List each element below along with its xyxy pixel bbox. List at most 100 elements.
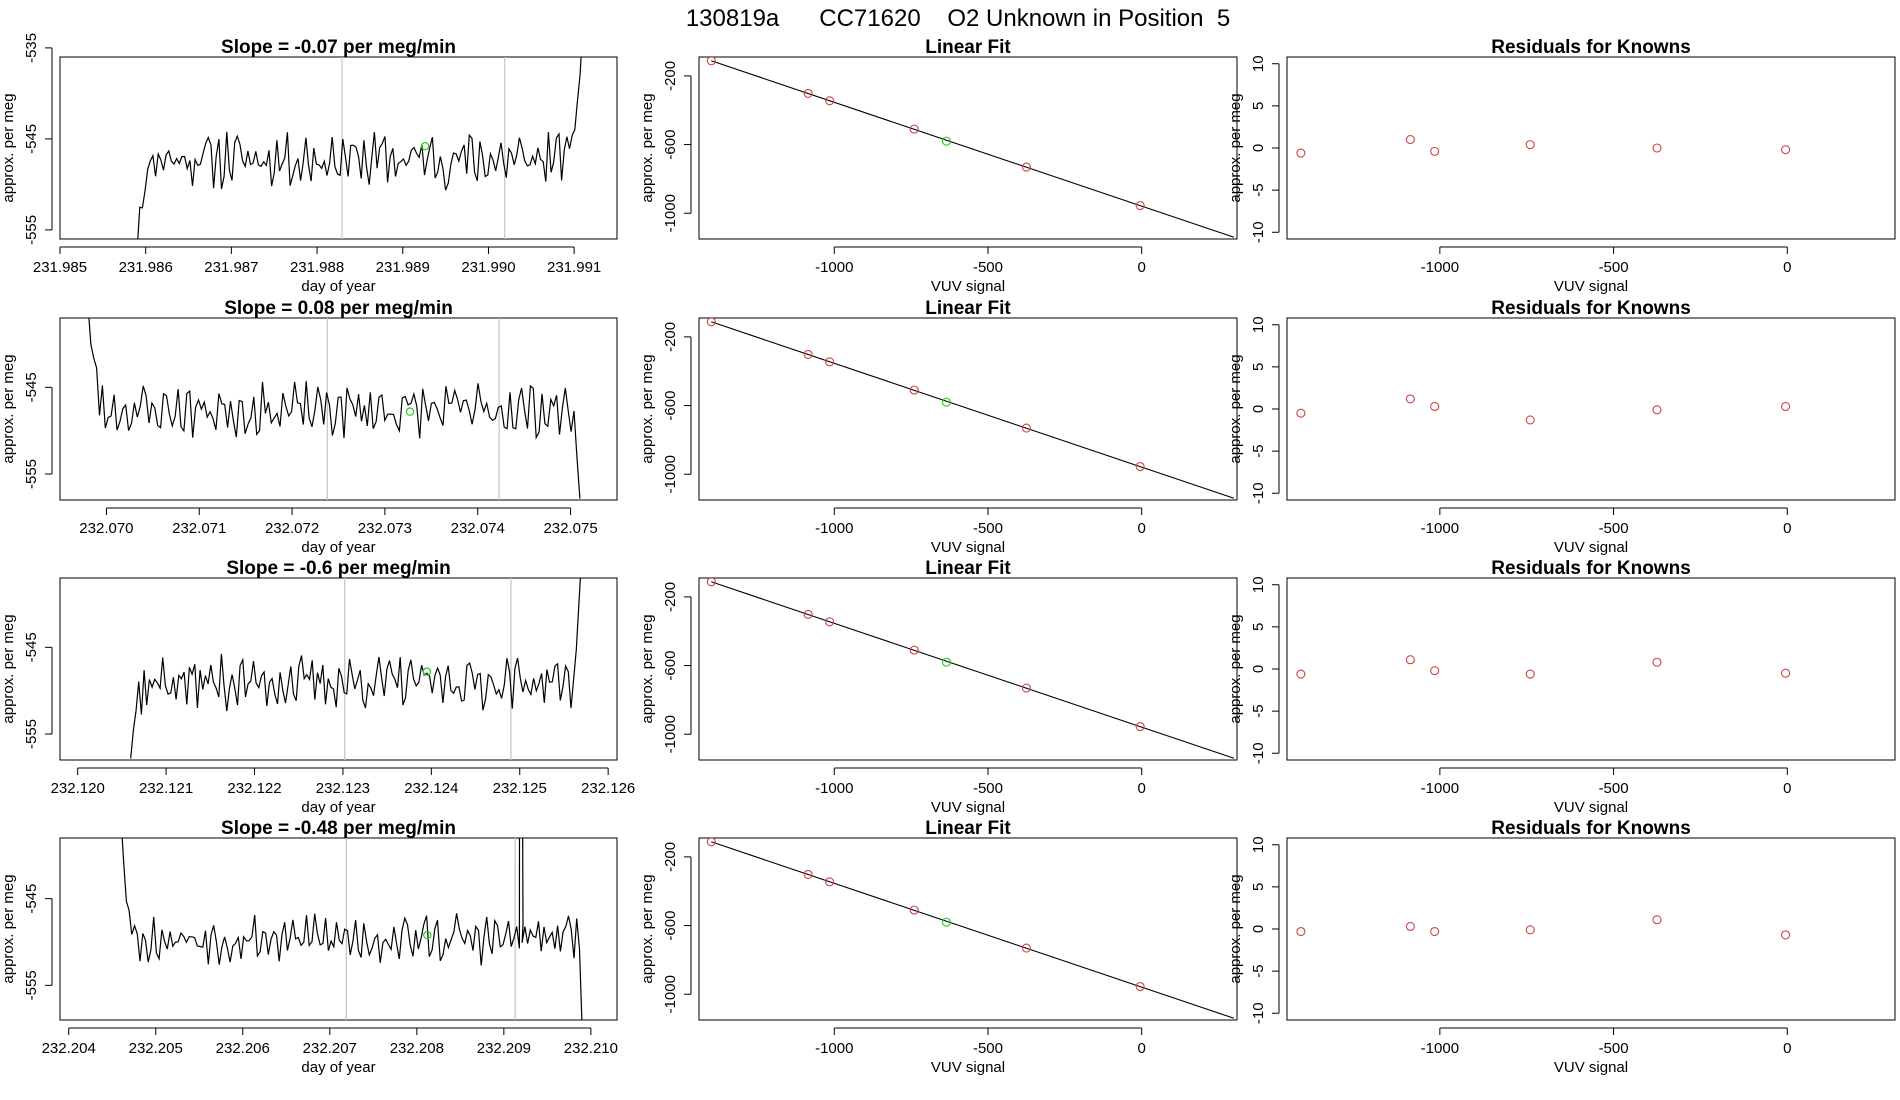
residual-point-marker [1652, 657, 1662, 667]
residual-point-marker [1781, 145, 1791, 155]
y-tick-label: -10 [1250, 482, 1267, 504]
x-tick-label: 0 [1138, 780, 1146, 797]
plot-area [88, 318, 581, 500]
x-tick-label: -1000 [815, 1040, 853, 1057]
y-tick-label: -555 [23, 719, 40, 749]
x-tick-label: -500 [1599, 259, 1629, 276]
plot-frame [698, 56, 1238, 240]
y-tick-label: -555 [23, 970, 40, 1000]
panel-9: Residuals for Knowns -1000 -500 0 VUV signal… [1227, 37, 1896, 295]
known-point-marker [909, 905, 919, 915]
y-tick-label: 0 [1250, 144, 1267, 152]
y-axis-label: approx. per meg [1227, 614, 1244, 723]
x-tick-label: 231.986 [119, 259, 173, 276]
x-tick-label: -1000 [1421, 1040, 1459, 1057]
panel-title: Slope = -0.07 per meg/min [221, 37, 456, 58]
plot-area [1296, 394, 1791, 425]
y-axis-label: approx. per meg [639, 614, 656, 723]
x-axis-label: VUV signal [1554, 799, 1628, 816]
x-axis-label: day of year [301, 539, 375, 556]
panel-title: Linear Fit [925, 558, 1011, 579]
x-axis-label: VUV signal [1554, 539, 1628, 556]
x-tick-label: 0 [1783, 259, 1791, 276]
panel-1: Slope = -0.07 per meg/min 231.985 231.986 2… [0, 33, 618, 295]
x-tick-label: -1000 [815, 520, 853, 537]
plot-frame [1286, 317, 1896, 501]
y-tick-label: -600 [662, 911, 679, 941]
known-point-marker [909, 385, 919, 395]
panel-title: Slope = 0.08 per meg/min [224, 298, 453, 319]
x-tick-label: 0 [1783, 780, 1791, 797]
panel-4: Slope = -0.48 per meg/min 232.204 232.205 2… [0, 818, 618, 1076]
series-line [137, 57, 582, 239]
residual-point-marker [1405, 394, 1415, 404]
x-tick-label: 232.120 [51, 780, 105, 797]
plot-frame [59, 837, 618, 1021]
residual-point-marker [1430, 146, 1440, 156]
known-point-marker [803, 349, 813, 359]
residual-point-marker [1781, 668, 1791, 678]
known-point-marker [706, 578, 716, 587]
known-point-marker [1021, 162, 1031, 172]
y-tick-label: -545 [23, 372, 40, 402]
y-tick-label: 0 [1250, 405, 1267, 413]
x-tick-label: 0 [1138, 259, 1146, 276]
y-tick-label: -545 [23, 884, 40, 914]
plot-area [706, 838, 1235, 1019]
fit-line [711, 581, 1235, 759]
x-tick-label: 232.126 [581, 780, 635, 797]
residual-point-marker [1405, 921, 1415, 932]
x-tick-label: 232.072 [265, 520, 319, 537]
y-tick-label: -535 [23, 33, 40, 63]
x-tick-label: -500 [973, 520, 1003, 537]
x-axis-label: VUV signal [931, 539, 1005, 556]
series-line [130, 578, 582, 759]
x-tick-label: 232.208 [390, 1040, 444, 1057]
x-tick-label: -1000 [1421, 780, 1459, 797]
unknown-point-marker [405, 407, 415, 416]
plot-frame [1286, 837, 1896, 1021]
x-tick-label: -1000 [815, 780, 853, 797]
y-axis-label: approx. per meg [639, 93, 656, 202]
y-axis-label: approx. per meg [0, 874, 17, 983]
y-tick-label: -5 [1250, 183, 1267, 196]
x-tick-label: 232.121 [139, 780, 193, 797]
fit-line [711, 841, 1235, 1019]
known-point-marker [1135, 721, 1145, 732]
panel-5: Linear Fit -1000 -500 0 VUV signal -1000 -600 -… [639, 37, 1238, 295]
y-axis-label: approx. per meg [0, 614, 17, 723]
known-point-marker [825, 617, 835, 627]
x-tick-label: 0 [1138, 1040, 1146, 1057]
known-point-marker [825, 877, 835, 887]
plot-area [1296, 135, 1791, 158]
x-tick-label: 232.209 [477, 1040, 531, 1057]
x-tick-label: 232.210 [564, 1040, 618, 1057]
residual-point-marker [1296, 926, 1306, 937]
residual-point-marker [1296, 408, 1306, 418]
x-tick-label: 231.988 [290, 259, 344, 276]
x-tick-label: 232.206 [216, 1040, 270, 1057]
x-tick-label: -1000 [1421, 259, 1459, 276]
known-point-marker [706, 838, 716, 847]
x-tick-label: 232.204 [42, 1040, 96, 1057]
y-tick-label: -600 [662, 651, 679, 681]
residual-point-marker [1525, 140, 1535, 150]
unknown-point-marker [423, 930, 432, 940]
residual-point-marker [1430, 401, 1440, 412]
unknown-point-marker [941, 136, 952, 146]
y-tick-label: -1000 [662, 975, 679, 1013]
y-tick-label: 5 [1250, 102, 1267, 110]
unknown-point-marker [941, 657, 952, 667]
known-point-marker [1021, 423, 1031, 433]
x-tick-label: -500 [1599, 1040, 1629, 1057]
y-tick-label: -200 [662, 61, 679, 91]
plot-area [1296, 655, 1791, 679]
y-tick-label: -555 [23, 459, 40, 489]
x-tick-label: 232.070 [79, 520, 133, 537]
residual-point-marker [1781, 930, 1791, 940]
residual-point-marker [1652, 405, 1662, 415]
x-tick-label: -500 [1599, 780, 1629, 797]
y-tick-label: 10 [1250, 836, 1267, 853]
known-point-marker [1135, 461, 1145, 472]
